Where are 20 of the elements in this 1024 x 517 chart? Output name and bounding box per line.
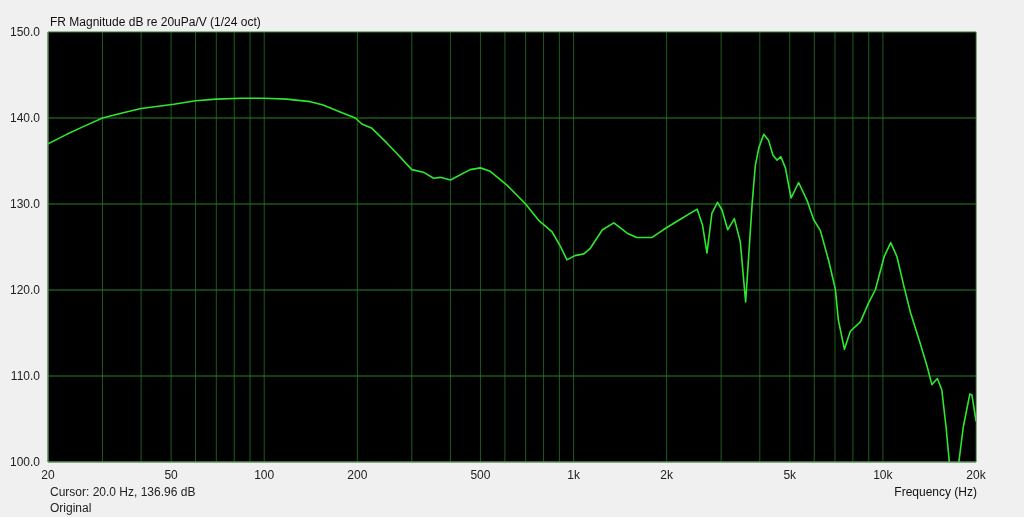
x-tick-label: 1k: [567, 467, 581, 482]
y-tick-label: 140.0: [9, 111, 41, 126]
x-axis-title: Frequency (Hz): [894, 485, 977, 499]
y-tick-label: 110.0: [10, 369, 41, 384]
y-tick-label: 150.0: [9, 25, 41, 40]
x-tick-label: 50: [164, 467, 179, 482]
x-tick-label: 5k: [783, 467, 798, 482]
text: Original: [50, 501, 92, 515]
x-tick-label: 500: [470, 467, 491, 482]
chart-title: FR Magnitude dB re 20uPa/V (1/24 oct): [50, 15, 261, 29]
x-tick-label: 10k: [873, 467, 894, 482]
x-tick-label: 200: [347, 467, 368, 482]
y-tick-label: 130.0: [9, 197, 41, 212]
x-tick-label: 100: [254, 467, 275, 482]
y-tick-label: 120.0: [9, 283, 41, 298]
y-tick-label: 100.0: [9, 455, 41, 470]
x-tick-label: 2k: [660, 467, 674, 482]
x-tick-label: 20k: [966, 467, 987, 482]
text: Cursor: 20.0 Hz, 136.96 dB: [50, 485, 196, 499]
x-tick-label: 20: [41, 467, 55, 482]
